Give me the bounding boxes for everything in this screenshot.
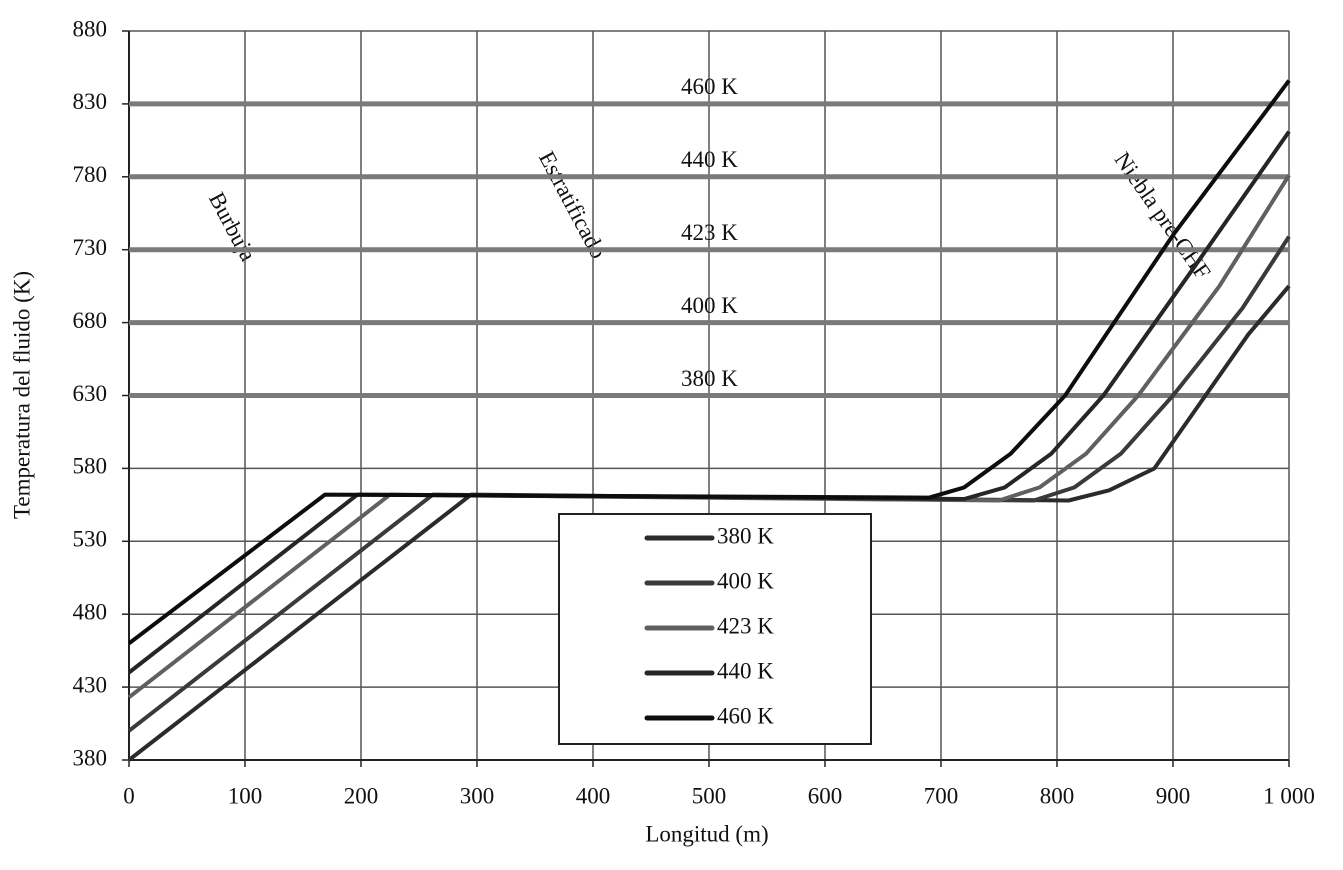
x-tick-label: 900 xyxy=(1156,783,1191,808)
x-tick-label: 100 xyxy=(228,783,263,808)
reference-label: 400 K xyxy=(681,293,738,318)
x-tick-label: 0 xyxy=(123,783,135,808)
y-tick-label: 380 xyxy=(73,745,108,770)
y-tick-label: 730 xyxy=(73,235,108,260)
y-tick-label: 580 xyxy=(73,454,108,479)
reference-label: 460 K xyxy=(681,74,738,99)
x-tick-label: 1 000 xyxy=(1263,783,1315,808)
legend-label: 440 K xyxy=(717,658,774,683)
reference-label: 380 K xyxy=(681,366,738,391)
region-label: Estratificado xyxy=(534,147,611,262)
x-tick-label: 200 xyxy=(344,783,379,808)
legend-label: 423 K xyxy=(717,613,774,638)
x-tick-label: 800 xyxy=(1040,783,1075,808)
y-tick-label: 880 xyxy=(73,16,108,41)
y-tick-label: 530 xyxy=(73,527,108,552)
legend-label: 400 K xyxy=(717,568,774,593)
x-axis-label: Longitud (m) xyxy=(645,821,768,846)
legend-box xyxy=(558,513,872,745)
legend-label: 380 K xyxy=(717,523,774,548)
y-tick-label: 630 xyxy=(73,381,108,406)
y-tick-label: 680 xyxy=(73,308,108,333)
region-label: Niebla pre-CHF xyxy=(1110,148,1216,284)
y-tick-label: 780 xyxy=(73,162,108,187)
y-tick-label: 830 xyxy=(73,89,108,114)
y-axis-label: Temperatura del fluido (K) xyxy=(9,271,34,519)
series-line xyxy=(127,79,1291,645)
region-label: Burbuja xyxy=(204,188,261,265)
x-tick-label: 300 xyxy=(460,783,495,808)
y-tick-label: 480 xyxy=(73,599,108,624)
y-tick-label: 430 xyxy=(73,672,108,697)
x-tick-label: 700 xyxy=(924,783,959,808)
x-tick-label: 600 xyxy=(808,783,843,808)
legend: 380 K 400 K 423 K 440 K 460 K xyxy=(558,513,872,745)
reference-label: 423 K xyxy=(681,220,738,245)
x-tick-label: 500 xyxy=(692,783,727,808)
legend-label: 460 K xyxy=(717,703,774,728)
reference-label: 440 K xyxy=(681,147,738,172)
x-tick-label: 400 xyxy=(576,783,611,808)
